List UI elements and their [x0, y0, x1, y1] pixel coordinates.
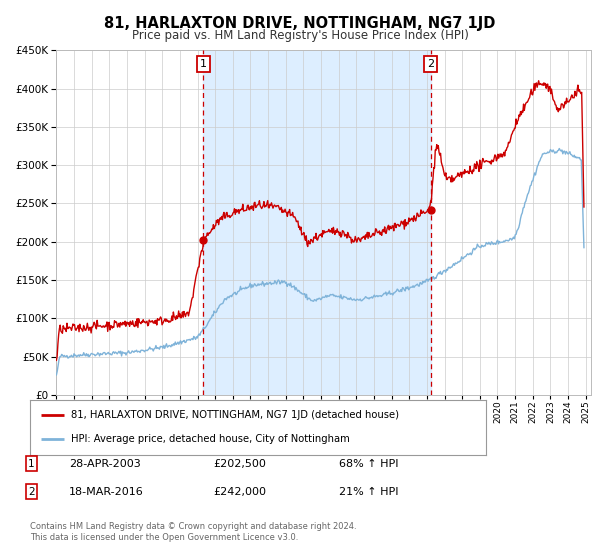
Text: 81, HARLAXTON DRIVE, NOTTINGHAM, NG7 1JD (detached house): 81, HARLAXTON DRIVE, NOTTINGHAM, NG7 1JD…: [71, 410, 399, 419]
Text: 81, HARLAXTON DRIVE, NOTTINGHAM, NG7 1JD: 81, HARLAXTON DRIVE, NOTTINGHAM, NG7 1JD: [104, 16, 496, 31]
Text: 2: 2: [427, 59, 434, 69]
Text: 21% ↑ HPI: 21% ↑ HPI: [339, 487, 398, 497]
Text: This data is licensed under the Open Government Licence v3.0.: This data is licensed under the Open Gov…: [30, 533, 298, 542]
Text: Price paid vs. HM Land Registry's House Price Index (HPI): Price paid vs. HM Land Registry's House …: [131, 29, 469, 42]
Text: 1: 1: [28, 459, 35, 469]
Text: £202,500: £202,500: [213, 459, 266, 469]
Text: 2: 2: [28, 487, 35, 497]
Text: 1: 1: [200, 59, 206, 69]
Text: 18-MAR-2016: 18-MAR-2016: [69, 487, 144, 497]
Bar: [203, 50, 431, 395]
Text: Contains HM Land Registry data © Crown copyright and database right 2024.: Contains HM Land Registry data © Crown c…: [30, 522, 356, 531]
Text: £242,000: £242,000: [213, 487, 266, 497]
Text: HPI: Average price, detached house, City of Nottingham: HPI: Average price, detached house, City…: [71, 435, 350, 444]
Text: 68% ↑ HPI: 68% ↑ HPI: [339, 459, 398, 469]
Text: 28-APR-2003: 28-APR-2003: [69, 459, 141, 469]
